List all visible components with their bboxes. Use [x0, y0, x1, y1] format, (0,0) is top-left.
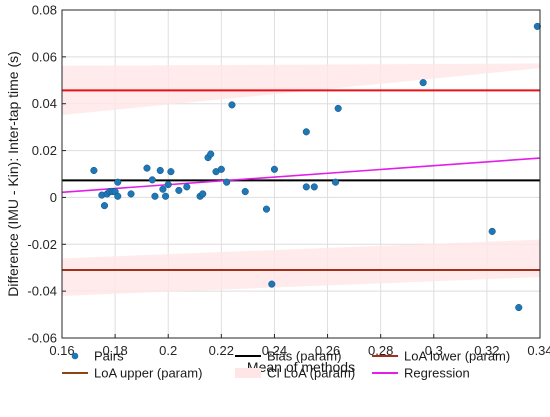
x-tick-label: 0.2 — [159, 343, 177, 358]
data-point — [419, 79, 427, 87]
data-point — [262, 205, 271, 213]
data-point — [183, 183, 191, 191]
x-tick-label: 0.24 — [262, 343, 287, 358]
y-tick-label: 0 — [50, 190, 57, 205]
data-point — [167, 168, 175, 176]
data-point — [159, 185, 167, 193]
x-tick-label: 0.22 — [209, 343, 234, 358]
legend-item: LoA upper (param) — [62, 366, 202, 381]
tick-layer: 0.16 0.18 0.2 0.22 0.24 0.26 0.28 0.3 0.32 0.34 -0… — [27, 3, 550, 359]
data-point — [207, 150, 215, 158]
legend-label: Bias (param) — [267, 349, 341, 364]
data-point — [148, 176, 156, 184]
legend: Pairs Bias (param) LoA lower (param) LoA up… — [62, 349, 510, 381]
data-point — [164, 180, 172, 189]
data-point — [143, 164, 151, 172]
x-tick-label: 0.26 — [315, 343, 340, 358]
ci-band-lower — [62, 239, 540, 296]
data-point — [302, 128, 310, 136]
y-tick-label: 0.08 — [32, 3, 57, 18]
data-point — [241, 188, 249, 196]
data-point — [268, 280, 276, 288]
x-axis-label: Mean of methods — [247, 359, 355, 375]
legend-label: CI LoA (param) — [267, 366, 355, 381]
data-point — [310, 183, 318, 191]
legend-item: Regression — [372, 366, 470, 381]
data-point — [217, 165, 225, 173]
data-point — [515, 303, 523, 312]
plot-frame — [61, 9, 541, 339]
data-point — [228, 101, 236, 109]
data-point — [223, 178, 231, 186]
y-tick-label: 0.04 — [32, 96, 57, 111]
data-point — [100, 202, 109, 210]
ci-band-upper — [62, 63, 540, 115]
legend-item: LoA lower (param) — [372, 349, 510, 364]
x-tick-label: 0.32 — [474, 343, 499, 358]
data-point — [175, 186, 183, 194]
legend-label: Pairs — [94, 349, 124, 364]
legend-label: LoA lower (param) — [404, 349, 510, 364]
point-layer — [90, 22, 541, 312]
legend-label: LoA upper (param) — [94, 366, 202, 381]
data-point — [331, 178, 340, 186]
x-tick-label: 0.28 — [368, 343, 393, 358]
data-point — [488, 227, 496, 235]
y-tick-label: -0.04 — [27, 284, 57, 299]
data-point — [162, 192, 170, 200]
y-tick-label: 0.02 — [32, 143, 57, 158]
legend-item: CI LoA (param) — [235, 366, 355, 381]
y-tick-label: -0.02 — [27, 237, 57, 252]
y-tick-label: 0.06 — [32, 49, 57, 64]
data-point — [127, 190, 135, 198]
legend-swatch-marker — [71, 352, 79, 360]
legend-item: Bias (param) — [235, 349, 341, 364]
data-point — [302, 183, 310, 191]
legend-item: Pairs — [71, 349, 124, 364]
data-point — [334, 104, 342, 112]
data-point — [114, 178, 122, 186]
legend-label: Regression — [404, 366, 470, 381]
data-point — [151, 192, 159, 200]
data-point — [199, 190, 207, 198]
data-point — [114, 192, 122, 200]
x-tick-label: 0.34 — [527, 343, 550, 358]
data-point — [270, 165, 278, 173]
reference-line-layer — [61, 89, 541, 272]
regression-line — [61, 157, 541, 194]
legend-swatch-patch — [235, 368, 261, 378]
x-tick-label: 0.16 — [49, 343, 74, 358]
data-point — [156, 166, 164, 175]
y-axis-label: Difference (IMU - Kin): Inter-tap time (… — [5, 51, 21, 297]
y-tick-label: -0.06 — [27, 331, 57, 346]
data-point — [90, 166, 98, 175]
x-tick-label: 0.18 — [102, 343, 127, 358]
data-point — [533, 22, 541, 30]
ci-band-layer — [62, 63, 540, 296]
x-tick-label: 0.3 — [425, 343, 443, 358]
